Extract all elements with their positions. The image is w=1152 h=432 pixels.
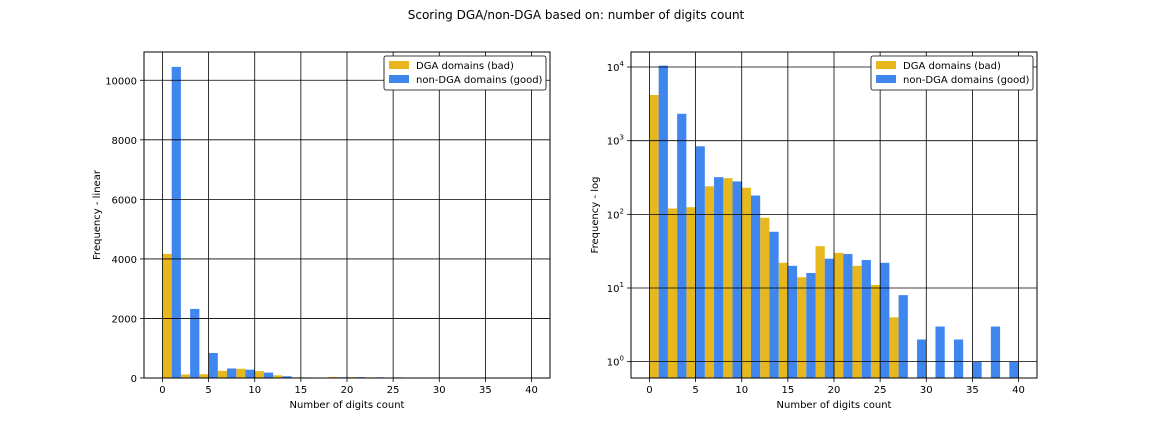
dga-bar-8	[723, 178, 733, 378]
x-tick-label: 20	[341, 385, 354, 396]
dga-bar-16	[797, 277, 807, 378]
y-tick-label: 4000	[112, 255, 137, 266]
nondga-bar-2	[190, 308, 200, 378]
y-tick-label: 100	[607, 355, 624, 369]
nondga-legend-label: non-DGA domains (good)	[416, 75, 543, 86]
nondga-bar-4	[208, 352, 218, 378]
nondga-bar-6	[227, 368, 237, 378]
x-tick-label: 25	[874, 385, 887, 396]
dga-bar-8	[236, 368, 246, 378]
x-tick-label: 25	[387, 385, 400, 396]
dga-bar-0	[162, 253, 172, 378]
y-tick-label: 103	[607, 134, 624, 148]
y-axis-label: Frequency - log	[590, 177, 601, 254]
x-tick-label: 20	[828, 385, 841, 396]
nondga-bar-38	[1009, 361, 1019, 378]
nondga-bar-0	[658, 65, 668, 378]
dga-bar-12	[273, 375, 283, 378]
nondga-bar-14	[787, 265, 798, 378]
dga-bar-10	[741, 187, 751, 378]
nondga-bar-34	[972, 361, 982, 378]
nondga-bar-4	[695, 146, 705, 378]
nondga-bar-32	[953, 339, 964, 378]
nondga-bar-30	[935, 326, 945, 378]
dga-bar-22	[852, 265, 862, 378]
y-axis-label: Frequency - linear	[92, 169, 103, 260]
nondga-legend-swatch	[876, 75, 896, 83]
y-tick-label: 6000	[112, 195, 137, 206]
x-tick-label: 40	[1012, 385, 1025, 396]
log-chart: 0 5 10 15 20 25 30 35 40 100 101 102 103 104 Number of…	[590, 51, 1038, 411]
dga-legend-swatch	[389, 61, 409, 69]
legend: DGA domains (bad) non-DGA domains (good)	[383, 55, 547, 91]
x-tick-label: 15	[294, 385, 307, 396]
nondga-bar-6	[714, 177, 724, 378]
legend-box	[870, 55, 1034, 91]
x-tick-label: 30	[920, 385, 933, 396]
linear-chart: 0 5 10 15 20 25 30 35 40 0 2000 4000 6000 8000 10000 Nu…	[92, 51, 551, 411]
nondga-bar-8	[732, 181, 742, 378]
nondga-bar-12	[282, 376, 292, 378]
x-tick-label: 35	[966, 385, 979, 396]
legend: DGA domains (bad) non-DGA domains (good)	[870, 55, 1034, 91]
legend-box	[383, 55, 547, 91]
y-tick-label: 104	[607, 60, 625, 74]
x-axis-label: Number of digits count	[777, 400, 892, 411]
dga-bar-10	[254, 371, 264, 378]
dga-bar-4	[686, 207, 696, 378]
nondga-bar-8	[245, 369, 255, 378]
nondga-bar-36	[990, 326, 1001, 378]
x-axis-label: Number of digits count	[290, 400, 405, 411]
nondga-bar-22	[861, 260, 871, 378]
dga-legend-label: DGA domains (bad)	[416, 61, 514, 72]
dga-bar-12	[760, 217, 770, 378]
x-tick-label: 10	[735, 385, 748, 396]
x-tick-label: 5	[205, 385, 211, 396]
dga-bar-0	[649, 95, 659, 378]
nondga-bar-18	[824, 258, 834, 378]
dga-bar-4	[199, 374, 209, 378]
nondga-bar-24	[880, 262, 890, 378]
dga-bar-6	[704, 186, 715, 378]
y-tick-label: 2000	[112, 314, 137, 325]
dga-bar-18	[328, 376, 338, 378]
y-tick-label: 0	[131, 374, 137, 385]
x-tick-label: 35	[479, 385, 492, 396]
nondga-bar-10	[750, 195, 761, 378]
nondga-bar-20	[843, 253, 853, 378]
dga-bar-2	[180, 374, 191, 378]
x-tick-label: 10	[248, 385, 261, 396]
dga-bar-14	[778, 262, 788, 378]
nondga-legend-label: non-DGA domains (good)	[903, 75, 1030, 86]
nondga-bar-10	[263, 372, 274, 378]
x-tick-label: 5	[692, 385, 698, 396]
y-tick-label: 101	[607, 281, 624, 295]
dga-legend-swatch	[876, 61, 896, 69]
x-tick-label: 0	[646, 385, 652, 396]
dga-bar-6	[217, 370, 228, 378]
nondga-bar-16	[806, 272, 816, 378]
y-tick-label: 10000	[105, 76, 137, 87]
dga-bar-24	[870, 284, 881, 378]
dga-bar-2	[667, 208, 678, 378]
x-tick-label: 40	[525, 385, 538, 396]
y-tick-label: 8000	[112, 136, 137, 147]
x-tick-label: 30	[433, 385, 446, 396]
figure-title: Scoring DGA/non-DGA based on: number of …	[408, 8, 745, 22]
dga-bar-20	[834, 252, 844, 378]
nondga-bar-26	[898, 295, 908, 378]
nondga-bar-2	[677, 113, 687, 379]
dga-bar-26	[889, 317, 899, 378]
x-tick-label: 15	[781, 385, 794, 396]
nondga-bar-12	[769, 231, 779, 378]
nondga-bar-0	[171, 66, 181, 378]
dga-legend-label: DGA domains (bad)	[903, 61, 1001, 72]
dga-bar-18	[815, 246, 825, 378]
x-tick-label: 0	[159, 385, 165, 396]
y-tick-label: 102	[607, 207, 624, 221]
nondga-bar-28	[917, 339, 927, 378]
nondga-legend-swatch	[389, 75, 409, 83]
